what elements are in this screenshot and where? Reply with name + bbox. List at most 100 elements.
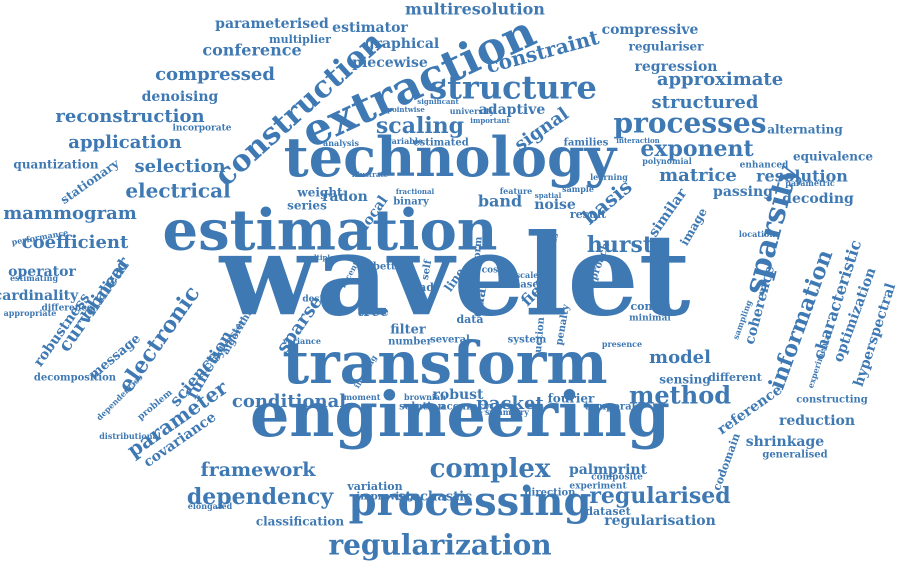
- cloud-word-important: important: [470, 116, 510, 125]
- cloud-word-interaction: interaction: [616, 136, 660, 145]
- cloud-word-variance: variance: [282, 336, 321, 346]
- cloud-word-reduction: reduction: [779, 413, 855, 429]
- cloud-word-temporal: temporal: [585, 402, 636, 413]
- cloud-word-system: system: [508, 335, 547, 346]
- cloud-word-incorporate: incorporate: [173, 124, 232, 134]
- cloud-word-result: result: [570, 208, 607, 221]
- cloud-word-regularization: regularization: [328, 529, 551, 562]
- cloud-word-regularised: regularised: [589, 483, 730, 509]
- cloud-word-processes: processes: [614, 107, 767, 140]
- cloud-word-exponent: exponent: [640, 136, 754, 162]
- cloud-word-location: location: [739, 229, 776, 239]
- cloud-word-fourier: fourier: [548, 392, 595, 406]
- cloud-word-solution: solution: [399, 402, 445, 413]
- cloud-word-variable: variable: [386, 136, 423, 146]
- cloud-word-adaptive: adaptive: [479, 102, 546, 118]
- cloud-word-stochastic: stochastic: [398, 490, 472, 505]
- cloud-word-structured: structured: [652, 92, 759, 113]
- cloud-word-binary: binary: [393, 197, 430, 208]
- cloud-word-parametric: parametric: [785, 178, 835, 188]
- cloud-word-constructing: constructing: [796, 395, 868, 406]
- cloud-word-symmetry: symmetry: [485, 407, 529, 417]
- cloud-word-filter: filter: [390, 323, 426, 338]
- cloud-word-multiple: multiple: [301, 253, 335, 262]
- cloud-word-denoising: denoising: [142, 89, 219, 105]
- cloud-word-equivalence: equivalence: [793, 150, 873, 164]
- cloud-word-robust: robust: [432, 387, 484, 403]
- cloud-word-base: base: [513, 280, 538, 291]
- cloud-word-technology: technology: [284, 125, 618, 189]
- cloud-word-sensing: sensing: [659, 373, 711, 387]
- cloud-word-graphical: graphical: [365, 36, 439, 52]
- cloud-word-complex: complex: [430, 454, 551, 484]
- cloud-word-composite: composite: [591, 473, 643, 483]
- cloud-word-quantization: quantization: [13, 158, 98, 172]
- cloud-word-self: self: [420, 258, 434, 280]
- cloud-word-estimator: estimator: [332, 20, 408, 36]
- cloud-word-approximate: approximate: [657, 69, 783, 90]
- cloud-word-university: university: [450, 106, 495, 116]
- cloud-word-scale: scale: [516, 270, 539, 280]
- cloud-word-compressed: compressed: [155, 64, 275, 85]
- cloud-word-conference: conference: [202, 41, 301, 60]
- cloud-word-selection: selection: [134, 156, 225, 177]
- cloud-word-road: road: [406, 281, 434, 294]
- cloud-word-coefficient: coefficient: [22, 232, 129, 253]
- cloud-word-generalised: generalised: [762, 450, 827, 461]
- cloud-word-compressive: compressive: [602, 22, 699, 38]
- cloud-word-analysis: analysis: [323, 138, 359, 148]
- cloud-word-enhanced: enhanced: [740, 161, 789, 171]
- cloud-word-uction: uction: [533, 316, 547, 353]
- cloud-word-moment: moment: [344, 392, 381, 402]
- cloud-word-framework: framework: [201, 459, 317, 481]
- cloud-word-significant: significant: [417, 97, 459, 106]
- cloud-word-regulariser: regulariser: [629, 40, 705, 54]
- cloud-word-direction: direction: [525, 488, 577, 499]
- cloud-word-estimation: estimation: [162, 198, 497, 264]
- cloud-word-series: series: [287, 199, 327, 213]
- cloud-word-passing: passing: [713, 184, 773, 200]
- cloud-word-families: families: [564, 138, 609, 149]
- cloud-word-weight: weight: [296, 186, 343, 200]
- cloud-word-noise: noise: [534, 197, 576, 213]
- cloud-word-polynomial: polynomial: [642, 156, 692, 166]
- cloud-word-dataset: dataset: [585, 505, 631, 518]
- cloud-word-difference: difference: [41, 304, 92, 314]
- cloud-word-sample: sample: [562, 184, 594, 194]
- cloud-word-hurst: hurst: [587, 232, 654, 258]
- cloud-word-illustrate: illustrate: [352, 170, 389, 179]
- cloud-word-classification: classification: [256, 515, 345, 529]
- cloud-word-spatial: spatial: [535, 191, 562, 200]
- cloud-word-multiplier: multiplier: [269, 33, 331, 46]
- cloud-word-brownian: brownian: [404, 392, 446, 402]
- cloud-word-form: form: [471, 236, 484, 264]
- cloud-word-better: better: [373, 262, 408, 273]
- cloud-word-cardinality: cardinality: [0, 288, 79, 304]
- cloud-word-regression: regression: [635, 59, 718, 75]
- cloud-word-matrice: matrice: [659, 165, 737, 186]
- cloud-word-multiresolution: multiresolution: [405, 0, 545, 19]
- cloud-word-reconstruction: reconstruction: [55, 106, 204, 127]
- cloud-word-electrical: electrical: [125, 179, 231, 203]
- cloud-word-structure: structure: [429, 69, 597, 107]
- cloud-word-alternating: alternating: [767, 123, 843, 137]
- cloud-word-presence: presence: [602, 339, 642, 349]
- cloud-word-estimated: estimated: [413, 138, 468, 149]
- cloud-word-improving: improving: [356, 492, 413, 503]
- cloud-word-parameterised: parameterised: [215, 16, 329, 32]
- cloud-word-band: band: [478, 192, 522, 211]
- cloud-word-fractional: fractional: [396, 187, 435, 196]
- cloud-word-model: model: [649, 347, 711, 368]
- cloud-word-appropriate: appropriate: [4, 308, 57, 318]
- cloud-word-pointwise: pointwise: [387, 105, 425, 114]
- cloud-word-conditional: conditional: [232, 391, 346, 412]
- cloud-word-shrinkage: shrinkage: [746, 434, 824, 450]
- cloud-word-cost: cost: [482, 266, 504, 276]
- cloud-word-different: different: [708, 371, 763, 384]
- cloud-word-number: number: [388, 337, 432, 348]
- cloud-word-estimating: estimating: [10, 273, 59, 283]
- cloud-word-method: method: [629, 381, 731, 410]
- cloud-word-processing: processing: [349, 478, 592, 525]
